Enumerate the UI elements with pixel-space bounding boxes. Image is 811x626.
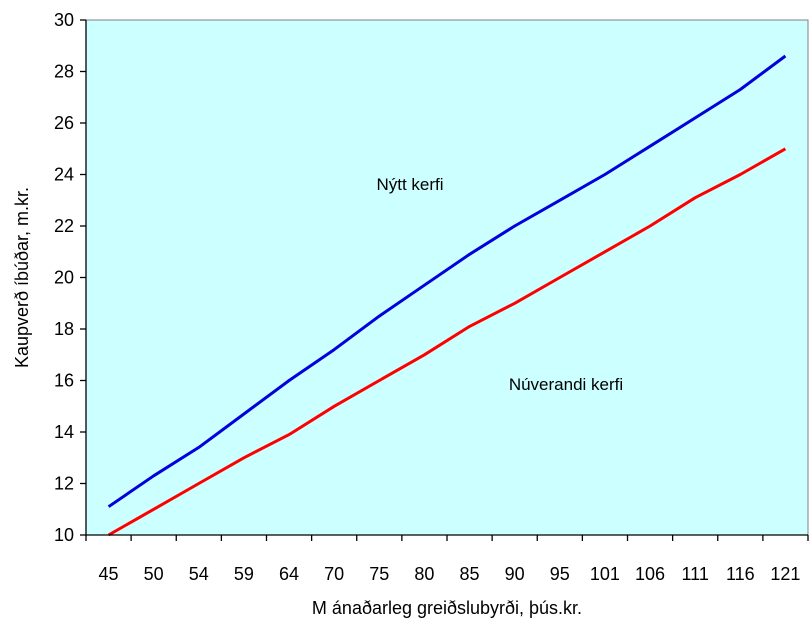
x-tick-label: 106: [635, 564, 665, 584]
y-tick-label: 16: [54, 371, 74, 391]
y-tick-label: 12: [54, 474, 74, 494]
y-tick-label: 20: [54, 268, 74, 288]
x-tick-label: 85: [460, 564, 480, 584]
series-line-2: [107, 147, 787, 537]
series-annotation: Núverandi kerfi: [509, 375, 623, 394]
y-tick-label: 26: [54, 113, 74, 133]
series-line-1: [107, 54, 787, 508]
x-tick-label: 80: [414, 564, 434, 584]
y-tick-label: 24: [54, 165, 74, 185]
y-tick-label: 30: [54, 10, 74, 30]
y-tick-label: 14: [54, 422, 74, 442]
x-tick-label: 121: [770, 564, 800, 584]
x-tick-label: 64: [279, 564, 299, 584]
y-tick-label: 10: [54, 525, 74, 545]
y-tick-label: 28: [54, 62, 74, 82]
x-tick-label: 70: [324, 564, 344, 584]
x-axis-title: M ánaðarleg greiðslubyrði, þús.kr.: [312, 598, 582, 618]
series-annotation: Nýtt kerfi: [376, 175, 443, 194]
y-tick-label: 18: [54, 319, 74, 339]
x-tick-label: 75: [369, 564, 389, 584]
x-tick-label: 116: [726, 564, 755, 584]
x-tick-label: 54: [189, 564, 209, 584]
x-tick-label: 95: [550, 564, 570, 584]
x-tick-label: 111: [682, 564, 709, 584]
x-tick-label: 101: [590, 564, 620, 584]
x-tick-label: 59: [234, 564, 254, 584]
plot-area: [85, 19, 809, 536]
y-tick-label: 22: [54, 216, 74, 236]
x-tick-label: 50: [144, 564, 164, 584]
y-axis-title: Kaupverð íbúðar, m.kr.: [12, 187, 32, 368]
x-tick-label: 45: [99, 564, 119, 584]
x-tick-label: 90: [505, 564, 525, 584]
